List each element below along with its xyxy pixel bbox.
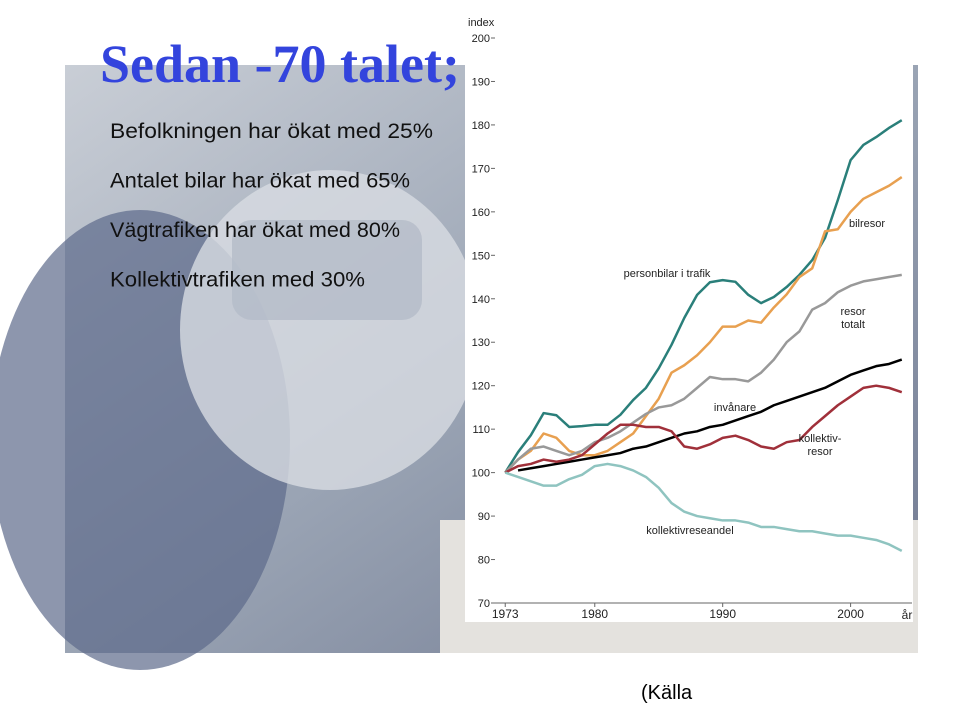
- y-tick-label: 100: [472, 468, 490, 480]
- series-label: kollektiv-resor: [798, 433, 842, 458]
- y-tick-label: 90: [478, 511, 490, 523]
- series-line: [517, 358, 903, 472]
- y-tick-label: 70: [478, 598, 490, 610]
- photo-car: [180, 170, 480, 490]
- series-line: [504, 119, 903, 474]
- bullet-text: Antalet bilar har ökat med 65%: [110, 170, 410, 193]
- y-tick-label: 150: [472, 250, 490, 262]
- series-line: [504, 176, 903, 474]
- x-tick-label: 1990: [709, 607, 736, 621]
- series-label: bilresor: [848, 218, 886, 230]
- chart-panel: [465, 18, 913, 622]
- series-line: [504, 273, 902, 474]
- bullet-text: Vägtrafiken har ökat med 80%: [110, 219, 400, 242]
- chart: index 70 80 90 100 110 120 130 140 150 160 170 180 19…: [468, 17, 912, 622]
- footer: (Källa: [641, 682, 693, 704]
- y-axis-title: index: [468, 17, 495, 29]
- y-tick-label: 200: [472, 33, 490, 45]
- series-label: resor totalt: [840, 306, 866, 331]
- y-tick-label: 110: [472, 424, 490, 436]
- y-tick-label: 140: [472, 294, 490, 306]
- x-tick-label: 2000: [837, 607, 864, 621]
- y-tick-label: 160: [472, 207, 490, 219]
- series-label: kollektivreseandel: [646, 525, 734, 537]
- y-tick-label: 80: [478, 555, 490, 567]
- x-axis-title: år: [902, 608, 913, 622]
- y-tick-label: 170: [472, 163, 490, 175]
- x-tick-label: 1973: [492, 607, 519, 621]
- y-tick-label: 180: [472, 120, 490, 132]
- series-label: invånare: [713, 402, 757, 414]
- y-tick-label: 190: [472, 76, 490, 88]
- bullets: Befolkningen har ökat med 25% Antalet bil…: [110, 120, 433, 292]
- bullet-text: Befolkningen har ökat med 25%: [110, 120, 433, 143]
- slide-title: Sedan -70 talet;: [100, 34, 460, 94]
- series-label: personbilar i trafik: [623, 268, 711, 280]
- y-tick-label: 130: [472, 337, 490, 349]
- y-tick-label: 120: [472, 381, 490, 393]
- series-line: [504, 384, 903, 474]
- bullet-text: Kollektivtrafiken med 30%: [110, 269, 365, 292]
- photo-window: [232, 220, 422, 320]
- series-line: [504, 462, 903, 552]
- x-tick-label: 1980: [581, 607, 608, 621]
